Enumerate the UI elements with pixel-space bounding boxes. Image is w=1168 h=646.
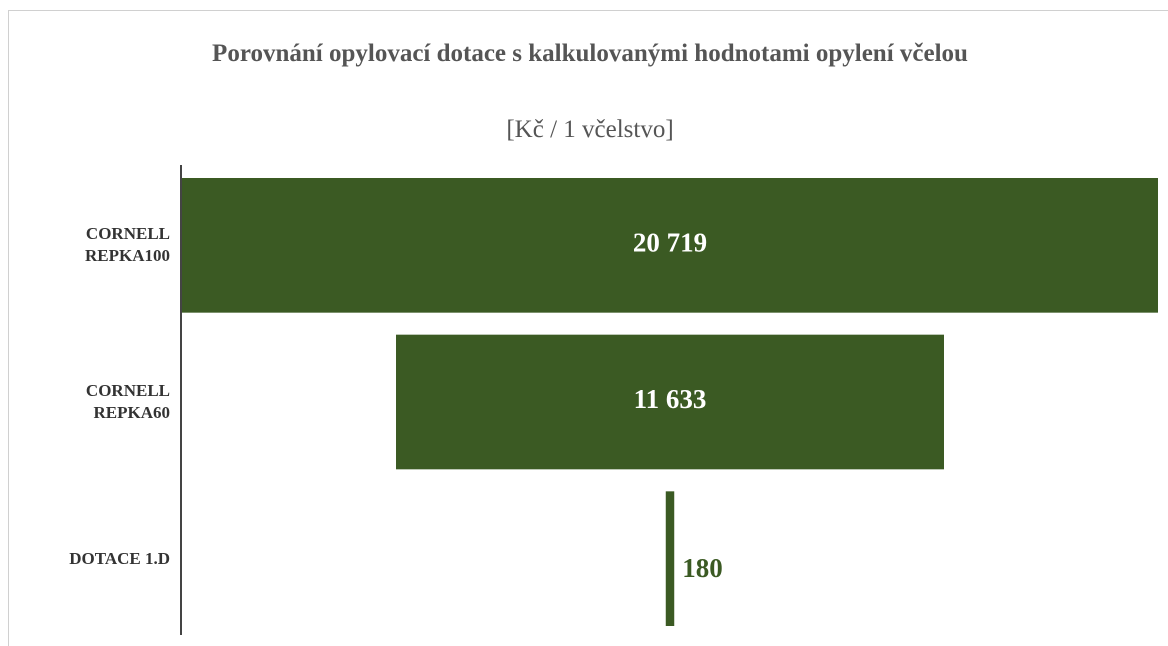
bar [182,178,1158,313]
category-label: DOTACE 1.D [69,548,170,568]
chart-title: Porovnání opylovací dotace s kalkulovaný… [212,40,968,67]
category-label: CORNELL REPKA100 [85,224,170,266]
chart-subtitle: [Kč / 1 včelstvo] [506,116,674,143]
frame [8,10,1168,646]
bar [665,491,675,626]
category-label: CORNELL REPKA60 [85,381,170,422]
data-label: 11 633 [634,384,707,414]
data-label: 180 [682,553,723,583]
data-label: 20 719 [633,228,707,258]
bar [396,334,944,470]
